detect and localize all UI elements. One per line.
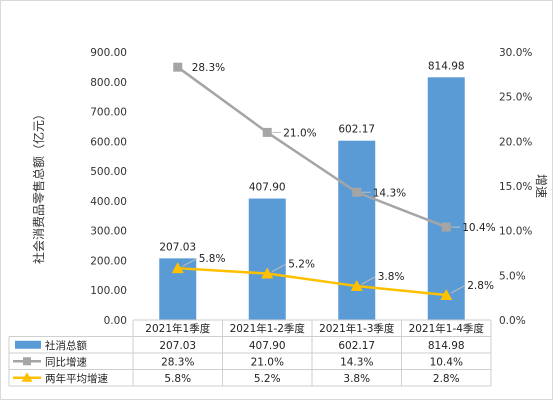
point-value-label: 28.3% <box>192 62 225 74</box>
label-leader-line <box>451 285 465 294</box>
bar <box>427 77 465 320</box>
y-tick-label: 200.00 <box>90 255 127 267</box>
y-tick-label: 800.00 <box>90 77 127 89</box>
y2-tick-label: 25.0% <box>499 92 532 104</box>
point-value-label: 3.8% <box>378 271 405 283</box>
y2-tick-label: 30.0% <box>499 47 532 59</box>
data-labels: 207.03 407.90 602.17 814.98 28.3% 21.0% 14.3% 1… <box>159 60 496 294</box>
table-cell-value: 21.0% <box>251 356 284 368</box>
bar-value-label: 407.90 <box>249 182 286 194</box>
table-cell-value: 2.8% <box>433 373 460 385</box>
bar <box>338 140 376 320</box>
point-marker-square <box>262 127 272 137</box>
y2-tick-label: 5.0% <box>499 270 526 282</box>
point-marker-triangle <box>261 267 274 279</box>
table-cell-value: 207.03 <box>159 340 196 352</box>
bar <box>248 198 286 320</box>
point-value-label: 5.8% <box>199 253 226 265</box>
point-marker-square <box>352 187 362 197</box>
label-leader-line <box>182 258 196 267</box>
data-table: 2021年1季度 2021年1-2季度 2021年1-3季度 2021年1-4季度社消… <box>8 319 492 387</box>
axes: 0.00 100.00 200.00 300.00 400.00 500.00 600.00… <box>90 47 532 327</box>
table-cell-value: 3.8% <box>343 373 370 385</box>
point-value-label: 10.4% <box>462 222 495 234</box>
y2-tick-label: 20.0% <box>499 136 532 148</box>
y2-tick-label: 15.0% <box>499 181 532 193</box>
y-tick-label: 0.00 <box>104 315 127 327</box>
point-marker-triangle <box>171 262 184 274</box>
category-label: 2021年1-4季度 <box>409 322 485 335</box>
point-marker-triangle <box>440 288 453 300</box>
table-cell-value: 602.17 <box>338 340 375 352</box>
legend-key-bar <box>15 340 41 349</box>
bar-value-label: 602.17 <box>338 124 375 136</box>
y-tick-label: 400.00 <box>90 196 127 208</box>
label-leader-line <box>272 264 286 272</box>
y-tick-label: 100.00 <box>90 285 127 297</box>
point-value-label: 5.2% <box>288 259 315 271</box>
legend-series-name: 社消总额 <box>45 339 87 352</box>
table-cell-value: 407.90 <box>249 340 286 352</box>
point-value-label: 21.0% <box>283 127 316 139</box>
table-cell-value: 14.3% <box>340 356 373 368</box>
category-label: 2021年1-2季度 <box>230 322 306 335</box>
series-line <box>177 266 447 297</box>
legend-series-name: 两年平均增速 <box>45 372 108 385</box>
legend-key-triangle <box>21 372 33 382</box>
table-cell-value: 5.8% <box>164 373 191 385</box>
category-label: 2021年1季度 <box>145 322 210 335</box>
point-marker-square <box>441 222 451 232</box>
y-tick-label: 500.00 <box>90 166 127 178</box>
label-leader-line <box>361 276 375 285</box>
y2-tick-label: 0.0% <box>499 315 526 327</box>
lines <box>171 62 453 300</box>
bar-value-label: 814.98 <box>428 60 465 72</box>
y-tick-label: 700.00 <box>90 107 127 119</box>
point-marker-triangle <box>350 280 363 292</box>
y-axis-title: 社会消费品零售总额（亿元） <box>31 108 46 264</box>
point-value-label: 2.8% <box>467 280 494 292</box>
y2-axis-title: 增速 <box>534 174 548 198</box>
table-cell-value: 28.3% <box>161 356 194 368</box>
legend-series-name: 同比增速 <box>45 355 87 368</box>
table-cell-value: 814.98 <box>428 340 465 352</box>
table-cell-value: 10.4% <box>430 356 463 368</box>
point-marker-square <box>173 62 183 72</box>
y-tick-label: 300.00 <box>90 226 127 238</box>
y-tick-label: 600.00 <box>90 136 127 148</box>
bar-value-label: 207.03 <box>159 241 196 253</box>
y2-tick-label: 10.0% <box>499 226 532 238</box>
y-tick-label: 900.00 <box>90 47 127 59</box>
table-cell-value: 5.2% <box>254 373 281 385</box>
series-line <box>177 66 447 229</box>
bars <box>159 77 465 320</box>
point-value-label: 14.3% <box>373 187 406 199</box>
category-label: 2021年1-3季度 <box>319 322 395 335</box>
legend-key-square <box>23 357 31 366</box>
